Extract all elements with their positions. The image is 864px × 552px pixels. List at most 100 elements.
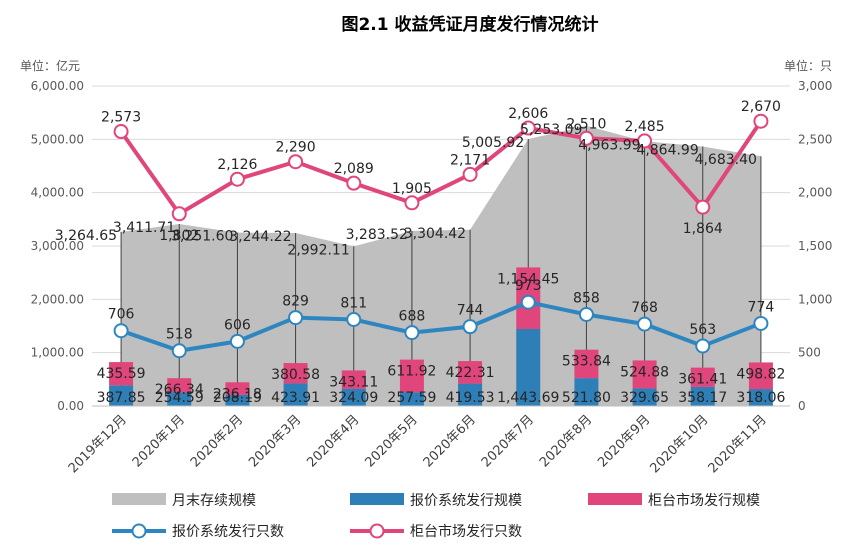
bar-otc-market-scale xyxy=(399,359,424,393)
otc-count-label: 1,905 xyxy=(392,181,432,197)
area-value-label: 3,244.22 xyxy=(229,229,291,245)
otc-market-count-point xyxy=(753,113,769,129)
quote-count-label: 768 xyxy=(631,300,658,316)
otc-count-label: 2,510 xyxy=(566,116,606,132)
otc-count-label: 1,802 xyxy=(159,228,199,244)
quote-system-count-point xyxy=(404,325,420,341)
area-value-label: 4,864.99 xyxy=(636,143,698,159)
right-tick-label: 0 xyxy=(798,399,806,413)
bar-quote-system-scale xyxy=(748,389,773,406)
category-label: 2020年4月 xyxy=(304,412,362,470)
quote-system-count-line xyxy=(120,300,762,353)
otc-count-label: 1,864 xyxy=(683,221,723,237)
bar-quote-system-scale xyxy=(516,329,541,406)
bar-otc-market-scale xyxy=(283,363,308,384)
left-tick-label: 6,000.00 xyxy=(31,79,84,93)
quote-count-label: 774 xyxy=(748,299,775,315)
otc-count-label: 2,171 xyxy=(450,152,490,168)
otc-scale-label: 533.84 xyxy=(562,354,611,370)
otc-market-count-point xyxy=(288,154,304,170)
category-label: 2020年2月 xyxy=(188,412,246,470)
category-label: 2020年6月 xyxy=(421,412,479,470)
quote-count-label: 706 xyxy=(108,307,135,323)
bar-otc-market-scale xyxy=(574,349,599,379)
legend-label: 柜台市场发行规模 xyxy=(648,492,760,509)
quote-scale-label: 254.59 xyxy=(155,390,204,406)
category-label: 2020年5月 xyxy=(363,412,421,470)
otc-market-count-point xyxy=(462,166,478,182)
area-value-label: 3,411.71 xyxy=(113,220,175,236)
bar-otc-market-scale xyxy=(458,361,483,384)
area-value-label: 3,283.52 xyxy=(346,227,408,243)
otc-count-label: 2,485 xyxy=(625,119,665,135)
legend-label: 月末存续规模 xyxy=(172,492,256,509)
quote-system-count-point xyxy=(171,343,187,359)
area-value-label: 5,253.09 xyxy=(520,122,582,138)
otc-scale-label: 343.11 xyxy=(329,374,378,390)
otc-market-count-point xyxy=(578,130,594,146)
otc-scale-label: 611.92 xyxy=(387,364,436,380)
left-tick-label: 3,000.00 xyxy=(31,239,84,253)
bar-otc-market-scale xyxy=(341,370,366,389)
right-tick-label: 2,500 xyxy=(798,132,832,146)
legend-marker xyxy=(131,523,147,539)
legend-swatch xyxy=(350,493,404,505)
bar-quote-system-scale xyxy=(690,386,715,406)
legend-swatch xyxy=(112,493,166,505)
left-tick-label: 5,000.00 xyxy=(31,132,84,146)
quote-scale-label: 208.19 xyxy=(213,390,262,406)
quote-system-count-point xyxy=(229,333,245,349)
bar-otc-market-scale xyxy=(167,378,192,393)
area-value-label: 4,683.40 xyxy=(695,152,757,168)
bar-series xyxy=(109,267,773,406)
quote-count-label: 744 xyxy=(457,303,484,319)
quote-count-label: 811 xyxy=(340,295,367,311)
otc-scale-label: 498.82 xyxy=(736,366,785,382)
otc-scale-label: 435.59 xyxy=(97,366,146,382)
quote-system-count-point xyxy=(753,315,769,331)
area-series xyxy=(121,125,761,406)
category-label: 2020年10月 xyxy=(647,412,711,476)
otc-market-count-point xyxy=(520,120,536,136)
bar-quote-system-scale xyxy=(167,392,192,406)
quote-count-label: 688 xyxy=(399,309,426,325)
quote-system-count-point xyxy=(346,311,362,327)
area-value-label: 3,264.65 xyxy=(55,228,117,244)
otc-scale-label: 266.34 xyxy=(155,382,204,398)
otc-scale-label: 422.31 xyxy=(446,365,495,381)
quote-count-label: 858 xyxy=(573,290,600,306)
otc-market-count-point xyxy=(346,175,362,191)
otc-market-count-point xyxy=(113,124,129,140)
quote-scale-label: 1,443.69 xyxy=(497,390,559,406)
bar-quote-system-scale xyxy=(458,383,483,406)
category-label: 2020年9月 xyxy=(595,412,653,470)
right-tick-label: 1,500 xyxy=(798,239,832,253)
otc-scale-label: 1,154.45 xyxy=(497,271,559,287)
otc-count-label: 2,573 xyxy=(101,110,141,126)
bar-quote-system-scale xyxy=(225,394,250,406)
quote-scale-label: 521.80 xyxy=(562,390,611,406)
quote-system-count-point xyxy=(637,316,653,332)
left-tick-label: 1,000.00 xyxy=(31,346,84,360)
right-axis-unit: 单位：只 xyxy=(784,58,832,73)
quote-scale-label: 257.59 xyxy=(387,390,436,406)
quote-count-label: 829 xyxy=(282,294,309,310)
quote-scale-label: 358.17 xyxy=(678,390,727,406)
otc-scale-label: 236.18 xyxy=(213,386,262,402)
quote-scale-label: 423.91 xyxy=(271,390,320,406)
quote-count-label: 606 xyxy=(224,317,251,333)
bar-otc-market-scale xyxy=(748,362,773,390)
area-month-end-balance xyxy=(121,125,761,406)
otc-count-label: 2,670 xyxy=(741,99,781,115)
legend-swatch xyxy=(588,493,642,505)
otc-count-label: 2,606 xyxy=(508,106,548,122)
bar-otc-market-scale xyxy=(690,367,715,387)
otc-market-count-point xyxy=(229,171,245,187)
quote-scale-label: 329.65 xyxy=(620,390,669,406)
quote-scale-label: 387.85 xyxy=(97,390,146,406)
quote-count-label: 973 xyxy=(515,278,542,294)
area-value-label: 4,963.99 xyxy=(578,137,640,153)
left-axis-unit: 单位：亿元 xyxy=(20,58,80,73)
left-tick-label: 2,000.00 xyxy=(31,292,84,306)
